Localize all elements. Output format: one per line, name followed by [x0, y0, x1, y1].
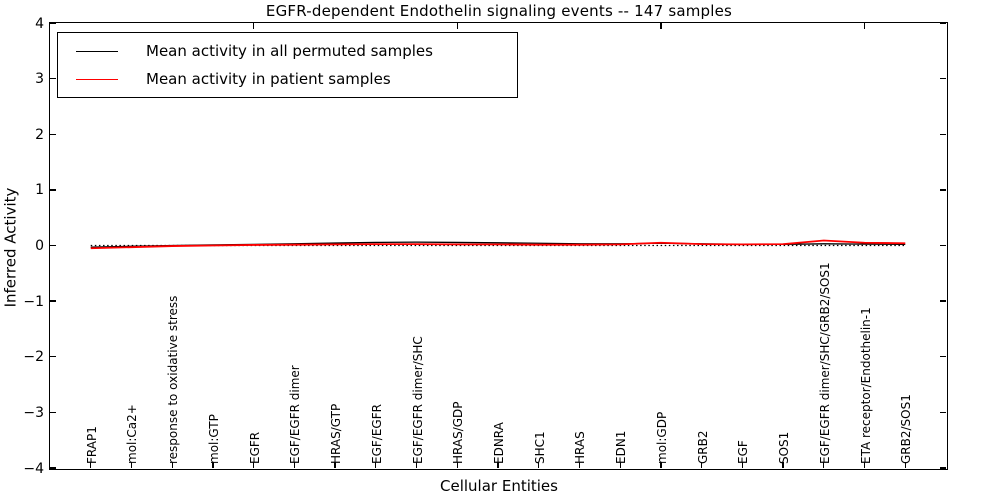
x-axis-label: Cellular Entities: [440, 477, 558, 495]
x-tick-label: SOS1: [777, 431, 792, 464]
axis-tick: [293, 462, 295, 468]
axis-tick: [940, 300, 946, 302]
axis-tick: [334, 462, 336, 468]
x-tick-label: FRAP1: [84, 426, 99, 464]
axis-tick: [375, 462, 377, 468]
x-tick-label: EGFR: [247, 431, 262, 464]
x-tick-label: EGF: [736, 440, 751, 464]
x-tick-label: ETA receptor/Endothelin-1: [858, 307, 873, 464]
axis-tick: [700, 462, 703, 468]
axis-tick: [940, 356, 946, 358]
axis-tick: [212, 462, 214, 468]
y-tick-label: −2: [23, 349, 44, 366]
axis-tick: [456, 462, 458, 468]
x-tick-label: GRB2: [695, 430, 710, 464]
axis-tick: [456, 23, 458, 29]
axis-tick: [50, 300, 56, 302]
x-tick-label: GRB2/SOS1: [899, 394, 914, 464]
x-tick-label: HRAS: [573, 431, 588, 464]
y-tick-label: 1: [35, 182, 44, 199]
axis-tick: [538, 462, 540, 468]
chart-title: EGFR-dependent Endothelin signaling even…: [265, 2, 733, 20]
y-tick-label: −1: [23, 293, 44, 310]
y-tick-label: 0: [35, 238, 44, 254]
axis-tick: [50, 356, 56, 358]
axis-tick: [904, 462, 906, 468]
x-tick-label: mol:Ca2+: [125, 404, 140, 464]
axis-tick: [50, 77, 56, 80]
axis-tick: [50, 244, 56, 247]
x-tick-label: EGF/EGFR dimer/SHC: [410, 336, 425, 464]
axis-tick: [782, 462, 784, 468]
y-tick-label: 2: [35, 126, 44, 143]
axis-tick: [940, 133, 946, 135]
axis-tick: [619, 462, 621, 468]
axis-tick: [252, 462, 255, 468]
chart-lines: [90, 239, 906, 250]
x-tick-label: EGF/EGFR dimer: [288, 365, 303, 464]
x-tick-label: HRAS/GTP: [329, 403, 344, 464]
legend-label: Mean activity in patient samples: [146, 70, 391, 88]
axis-tick: [497, 462, 499, 468]
axis-tick: [50, 411, 56, 414]
plot-area: FRAP1 mol:Ca2+ response to oxidative stres…: [49, 22, 948, 470]
axis-tick: [50, 467, 56, 469]
axis-tick: [940, 244, 946, 247]
y-tick-label: 3: [35, 71, 44, 88]
x-tick-label: SHC1: [532, 431, 547, 464]
axis-tick: [940, 411, 946, 414]
axis-tick: [50, 22, 56, 24]
axis-tick: [940, 77, 946, 80]
y-tick-label: −3: [23, 404, 44, 421]
x-tick-label: EGF/EGFR: [369, 404, 384, 464]
x-tick-label: HRAS/GDP: [451, 401, 466, 464]
line-patient-samples: [90, 239, 906, 250]
x-tick-label: EDN1: [614, 430, 629, 464]
axis-tick: [130, 462, 133, 468]
axis-tick: [940, 467, 946, 469]
y-tick-label: 4: [35, 15, 44, 32]
x-tick-label: EGF/EGFR dimer/SHC/GRB2/SOS1: [817, 262, 832, 464]
axis-tick: [578, 462, 581, 468]
axis-tick: [50, 133, 56, 135]
axis-tick: [90, 462, 92, 468]
axis-tick: [823, 462, 825, 468]
axis-tick: [863, 23, 866, 29]
legend-line-sample-red: [76, 78, 118, 80]
axis-tick: [415, 462, 418, 468]
x-tick-label: mol:GTP: [206, 414, 221, 464]
axis-tick: [940, 189, 946, 191]
x-tick-label: mol:GDP: [654, 411, 669, 464]
axis-tick: [50, 189, 56, 191]
axis-tick: [171, 462, 173, 468]
legend-line-sample-black: [76, 50, 118, 52]
axis-tick: [660, 462, 662, 468]
axis-tick: [660, 23, 662, 29]
legend: Mean activity in all permuted samples Me…: [57, 32, 518, 98]
axis-tick: [252, 23, 255, 29]
x-tick-label: EDNRA: [492, 422, 506, 464]
axis-tick: [940, 22, 946, 24]
legend-item-patient: Mean activity in patient samples: [58, 70, 517, 88]
y-tick-label: −4: [23, 460, 44, 477]
legend-label: Mean activity in all permuted samples: [146, 42, 433, 60]
axis-tick: [863, 462, 866, 468]
axis-tick: [741, 462, 743, 468]
legend-item-permuted: Mean activity in all permuted samples: [58, 42, 517, 60]
x-tick-label: response to oxidative stress: [166, 295, 181, 464]
